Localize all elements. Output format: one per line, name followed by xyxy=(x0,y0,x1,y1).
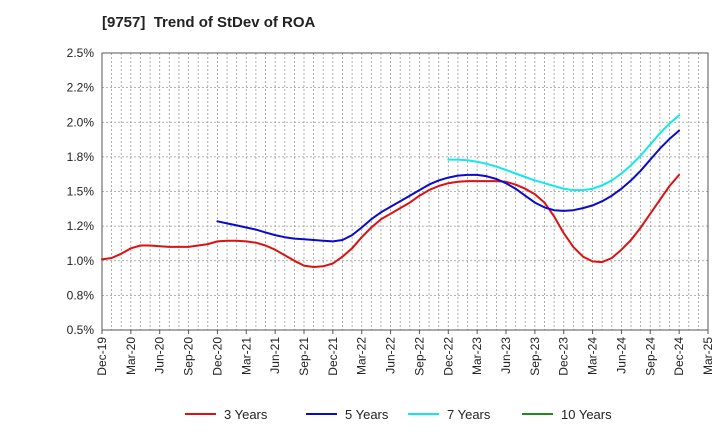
x-tick-label: Dec-24 xyxy=(672,337,686,376)
x-tick-label: Dec-21 xyxy=(326,337,340,376)
y-tick-label: 1.5% xyxy=(67,185,95,199)
x-tick-label: Sep-20 xyxy=(182,337,196,376)
plot-frame xyxy=(101,52,709,331)
x-tick-label: Jun-21 xyxy=(268,337,282,374)
x-tick-label: Dec-22 xyxy=(441,337,455,376)
y-tick-label: 0.5% xyxy=(67,323,95,337)
y-tick-label: 2.2% xyxy=(67,81,95,95)
chart-title: [9757] Trend of StDev of ROA xyxy=(102,14,316,31)
x-tick-label: Jun-24 xyxy=(614,337,628,374)
x-tick-label: Dec-23 xyxy=(557,337,571,376)
series-line-3-years xyxy=(101,173,681,268)
x-tick-label: Jun-20 xyxy=(153,337,167,374)
series-layer xyxy=(101,114,681,268)
x-tick-label: Mar-25 xyxy=(701,337,715,375)
x-tick-label: Mar-24 xyxy=(586,337,600,375)
x-tick-label: Mar-22 xyxy=(355,337,369,375)
series-line-7-years xyxy=(447,114,681,192)
y-tick-label: 1.8% xyxy=(67,150,95,164)
x-tick-label: Dec-20 xyxy=(210,337,224,376)
legend-label-3-years: 3 Years xyxy=(224,407,268,422)
x-tick-label: Sep-24 xyxy=(643,337,657,376)
y-tick-label: 2.0% xyxy=(67,115,95,129)
y-tick-label: 0.8% xyxy=(67,288,95,302)
y-tick-label: 1.0% xyxy=(67,254,95,268)
x-tick-label: Sep-22 xyxy=(412,337,426,376)
x-tick-label: Mar-21 xyxy=(239,337,253,375)
x-tick-label: Mar-20 xyxy=(124,337,138,375)
y-tick-label: 2.5% xyxy=(67,46,95,60)
legend-label-5-years: 5 Years xyxy=(345,407,389,422)
grid-layer xyxy=(102,53,708,330)
x-tick-label: Sep-21 xyxy=(297,337,311,376)
x-tick-label: Sep-23 xyxy=(528,337,542,376)
y-tick-label: 1.2% xyxy=(67,219,95,233)
legend-label-7-years: 7 Years xyxy=(447,407,491,422)
x-tick-label: Jun-22 xyxy=(384,337,398,374)
legend-layer: 3 Years 5 Years 7 Years 10 Years xyxy=(185,407,612,422)
axis-layer: 0.5% 0.8% 1.0% 1.2% 1.5% 1.8% 2.0% 2.2% 2.5% Dec-… xyxy=(67,46,715,376)
x-tick-label: Dec-19 xyxy=(95,337,109,376)
series-line-5-years xyxy=(216,129,681,243)
legend-label-10-years: 10 Years xyxy=(561,407,612,422)
x-tick-label: Jun-23 xyxy=(499,337,513,374)
x-tick-label: Mar-23 xyxy=(470,337,484,375)
